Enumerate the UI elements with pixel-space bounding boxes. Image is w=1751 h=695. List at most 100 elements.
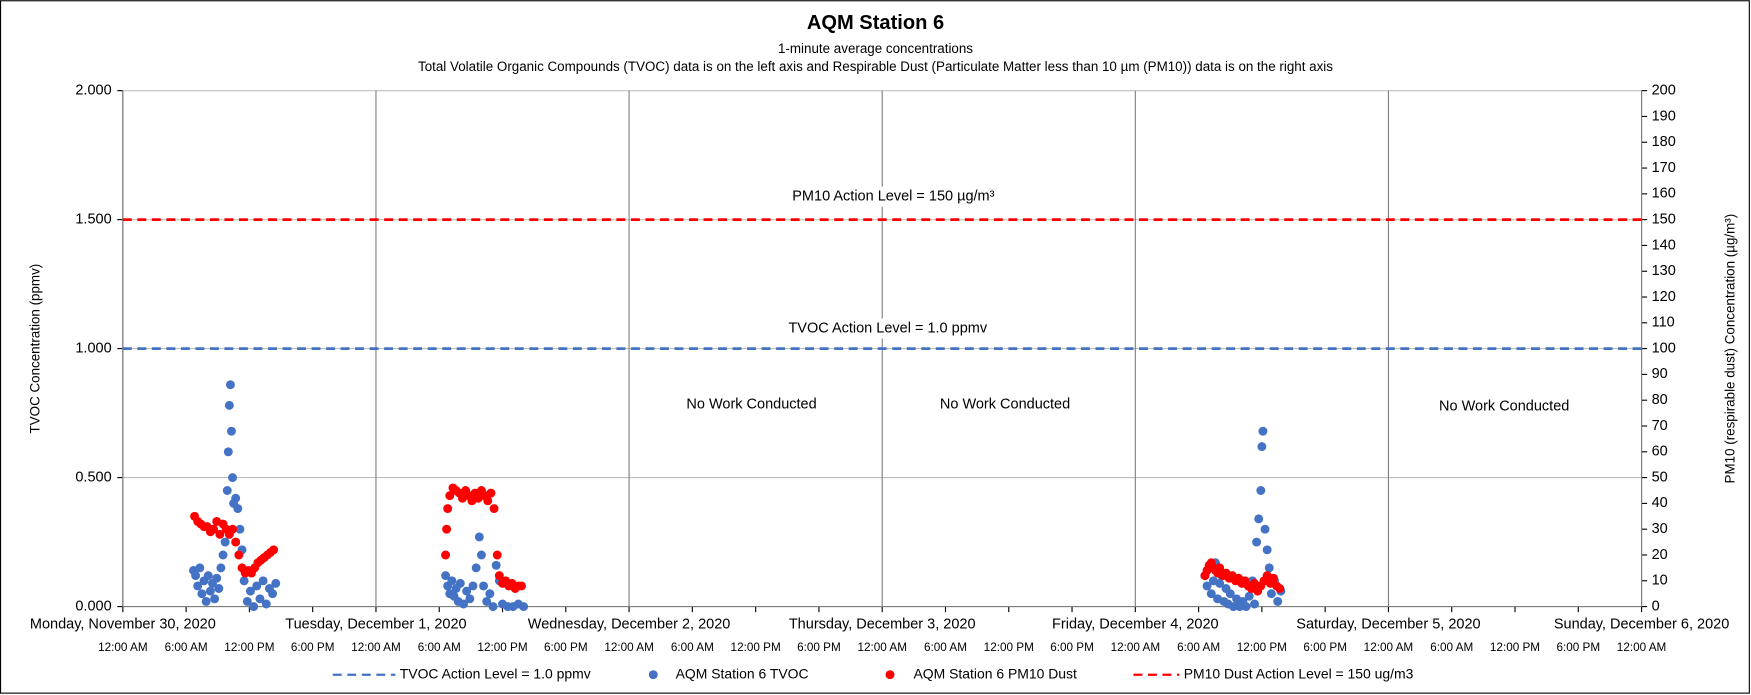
legend-label: TVOC Action Level = 1.0 ppmv <box>400 665 591 681</box>
x-tick-label: 6:00 AM <box>1430 641 1473 654</box>
data-point <box>209 524 219 534</box>
data-point <box>205 586 215 596</box>
data-point <box>231 493 241 503</box>
data-point <box>245 586 255 596</box>
data-point <box>1252 537 1262 547</box>
x-tick-label: 12:00 AM <box>604 641 654 654</box>
x-tick-label: 12:00 AM <box>351 641 401 654</box>
y2-tick-label: 170 <box>1652 160 1676 176</box>
x-tick-label: 6:00 AM <box>924 641 967 654</box>
x-tick-label: 12:00 AM <box>1111 641 1161 654</box>
data-point <box>443 504 453 514</box>
data-point <box>455 578 465 588</box>
data-point <box>1266 589 1276 599</box>
data-point <box>471 563 481 573</box>
annotation: No Work Conducted <box>940 396 1070 412</box>
data-point <box>216 563 226 573</box>
data-point <box>1256 486 1266 495</box>
y2-tick-label: 30 <box>1652 521 1668 537</box>
annotation: TVOC Action Level = 1.0 ppmv <box>788 320 987 336</box>
x-tick-label: 6:00 PM <box>291 641 335 654</box>
y-axis-title: TVOC Concentration (ppmv) <box>27 264 42 434</box>
x-day-label: Thursday, December 3, 2020 <box>789 616 976 632</box>
data-point <box>258 576 268 586</box>
chart-description: Total Volatile Organic Compounds (TVOC) … <box>418 59 1333 74</box>
legend-label: PM10 Dust Action Level = 150 ug/m3 <box>1184 665 1414 681</box>
data-point <box>1275 584 1285 593</box>
y2-tick-label: 200 <box>1652 82 1676 98</box>
data-point <box>203 571 213 581</box>
y2-tick-label: 20 <box>1652 547 1668 563</box>
y2-tick-label: 90 <box>1652 366 1668 382</box>
data-point <box>201 596 211 606</box>
data-point <box>441 550 451 560</box>
data-point <box>231 537 241 547</box>
y2-tick-label: 40 <box>1652 495 1668 511</box>
x-tick-label: 12:00 PM <box>224 641 274 654</box>
annotation-bg <box>776 186 1011 207</box>
annotation: No Work Conducted <box>1439 399 1569 415</box>
x-day-label: Sunday, December 6, 2020 <box>1554 616 1729 632</box>
data-point <box>1254 514 1264 524</box>
x-tick-label: 6:00 AM <box>418 641 461 654</box>
y2-tick-label: 50 <box>1652 469 1668 485</box>
data-point <box>255 594 265 604</box>
y2-tick-label: 140 <box>1652 237 1676 253</box>
data-point <box>242 596 252 606</box>
y2-tick-label: 80 <box>1652 392 1668 408</box>
data-point <box>1241 602 1251 612</box>
x-day-label: Tuesday, December 1, 2020 <box>285 616 466 632</box>
x-tick-label: 6:00 PM <box>1303 641 1347 654</box>
data-point <box>1269 573 1278 583</box>
x-day-label: Monday, November 30, 2020 <box>30 616 216 632</box>
data-point <box>214 584 224 593</box>
data-point <box>492 550 502 560</box>
data-point <box>193 581 203 591</box>
data-point <box>482 596 492 606</box>
data-point <box>483 496 493 506</box>
x-tick-label: 6:00 PM <box>797 641 841 654</box>
data-point <box>1228 602 1238 612</box>
y2-tick-label: 60 <box>1652 444 1668 460</box>
data-point <box>468 581 478 591</box>
x-tick-label: 12:00 PM <box>1490 641 1540 654</box>
data-point <box>1215 578 1225 588</box>
x-day-label: Saturday, December 5, 2020 <box>1296 616 1480 632</box>
data-point <box>224 400 234 410</box>
x-day-label: Wednesday, December 2, 2020 <box>528 616 731 632</box>
y2-tick-label: 70 <box>1652 418 1668 434</box>
data-point <box>462 586 472 596</box>
data-point <box>447 576 457 586</box>
data-point <box>269 545 279 555</box>
data-point <box>233 504 243 514</box>
data-point <box>1202 581 1212 591</box>
y-tick-label: 0.000 <box>75 598 111 614</box>
data-point <box>494 571 504 581</box>
data-point <box>442 524 452 534</box>
data-point <box>195 563 205 573</box>
data-point <box>485 589 495 599</box>
data-point <box>1250 599 1259 609</box>
data-point <box>239 576 249 586</box>
legend-label: AQM Station 6 PM10 Dust <box>913 665 1077 681</box>
annotation-bg <box>770 318 1006 339</box>
x-tick-label: 12:00 AM <box>1364 641 1414 654</box>
data-point <box>268 589 278 599</box>
chart-title: AQM Station 6 <box>807 12 944 34</box>
data-point <box>234 550 244 560</box>
y-tick-label: 2.000 <box>75 82 111 98</box>
data-point <box>488 602 498 612</box>
data-point <box>1273 596 1283 606</box>
data-point <box>441 571 451 581</box>
data-point <box>489 504 499 514</box>
legend-swatch <box>885 670 895 680</box>
y2-tick-label: 120 <box>1652 289 1676 305</box>
data-point <box>227 426 236 436</box>
chart-subtitle: 1-minute average concentrations <box>778 41 973 56</box>
data-point <box>222 486 232 495</box>
legend-swatch <box>648 670 658 680</box>
data-point <box>474 532 484 542</box>
y2-tick-label: 180 <box>1652 134 1676 150</box>
data-point <box>1258 426 1268 436</box>
